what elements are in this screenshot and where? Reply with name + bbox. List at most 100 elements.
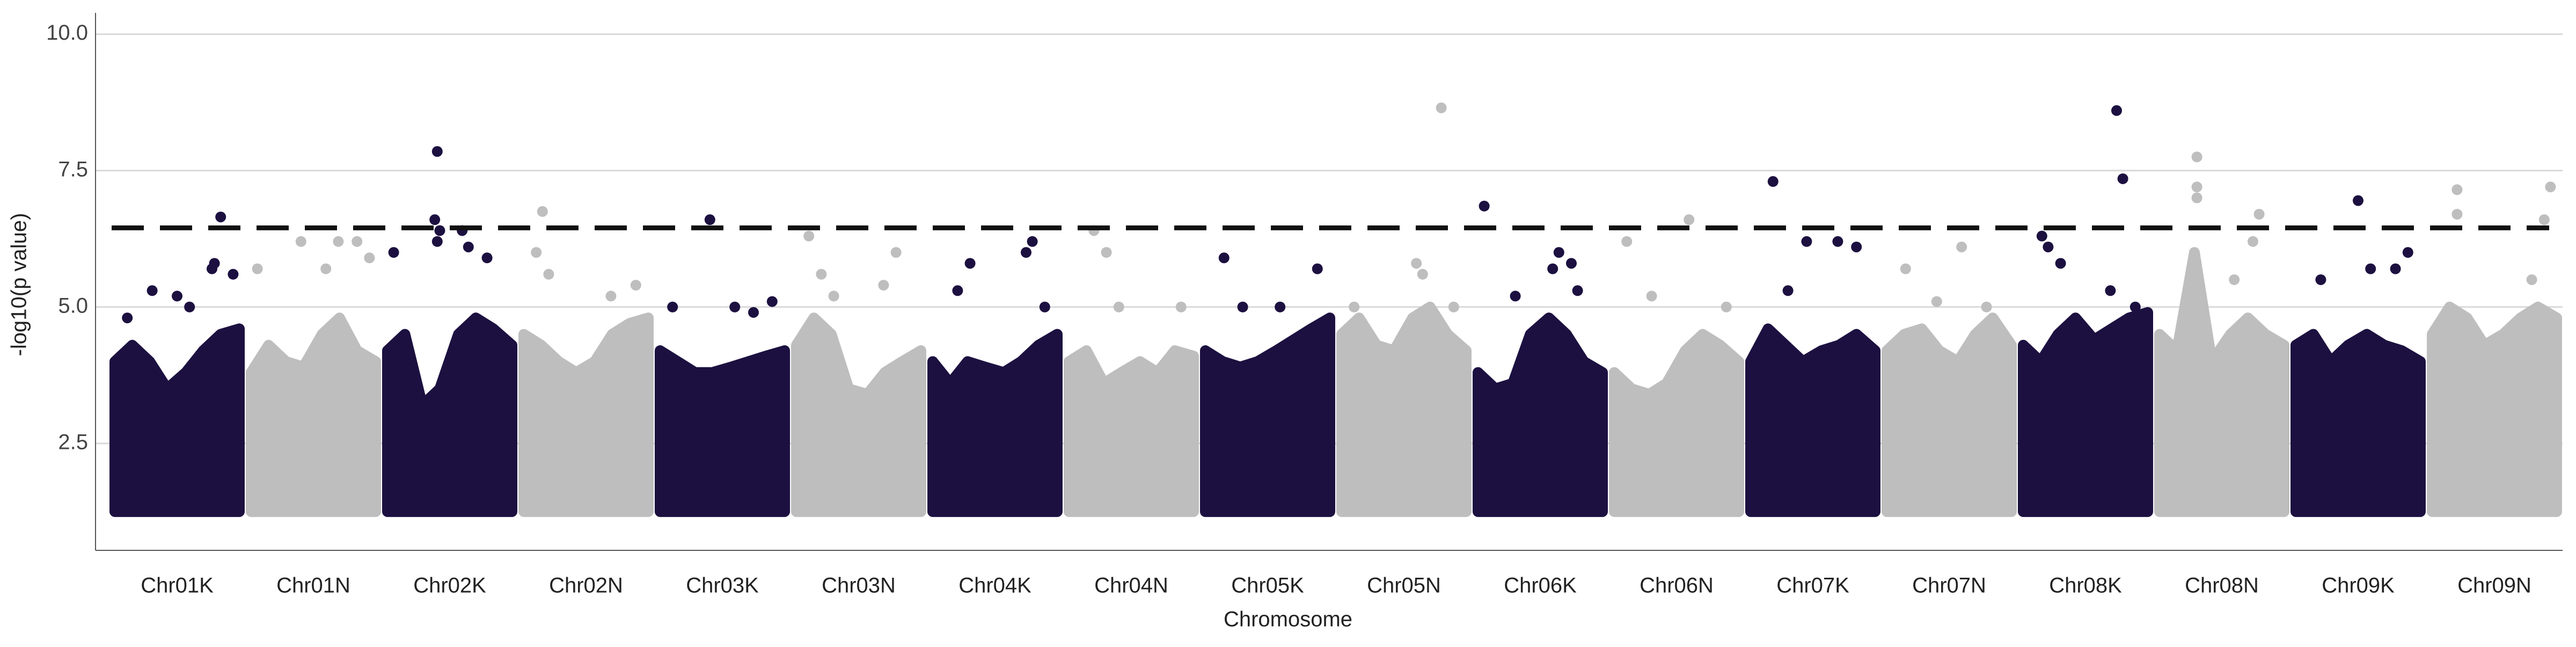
snp-point: [1411, 258, 1422, 269]
snp-point: [2111, 105, 2122, 116]
x-tick-label: Chr09N: [2457, 574, 2531, 598]
snp-point: [364, 252, 375, 264]
snp-point: [2315, 274, 2326, 285]
snp-point: [1801, 236, 1812, 247]
snp-point: [2036, 230, 2047, 242]
y-tick-label: 7.5: [58, 157, 88, 181]
snp-point: [1851, 241, 1862, 252]
snp-point: [704, 214, 715, 226]
snp-point: [184, 301, 195, 312]
snp-point: [952, 285, 963, 296]
x-tick-label: Chr09K: [2322, 574, 2395, 598]
bulk-area: [2427, 301, 2562, 517]
snp-point: [766, 296, 778, 307]
snp-point: [1981, 301, 1992, 312]
y-axis-label: -log10(p value): [8, 213, 31, 357]
snp-point: [434, 225, 445, 236]
snp-point: [481, 252, 493, 264]
snp-point: [2451, 208, 2463, 220]
x-tick-label: Chr02K: [413, 574, 486, 598]
snp-point: [431, 146, 443, 157]
bulk-area: [1745, 323, 1880, 517]
x-tick-label: Chr03K: [686, 574, 759, 598]
x-tick-label: Chr05N: [1367, 574, 1441, 598]
bulk-area: [655, 345, 790, 517]
snp-point: [320, 263, 332, 274]
snp-point: [1417, 268, 1428, 280]
snp-point: [2402, 247, 2413, 258]
snp-point: [2191, 151, 2202, 163]
snp-point: [2191, 192, 2202, 203]
x-tick-label: Chr03N: [822, 574, 896, 598]
snp-point: [1349, 301, 1360, 312]
snp-point: [2248, 236, 2258, 247]
x-tick-label: Chr04K: [958, 574, 1031, 598]
snp-point: [352, 236, 363, 247]
x-tick-label: Chr07N: [1912, 574, 1986, 598]
snp-point: [2229, 274, 2240, 285]
snp-point: [1039, 301, 1050, 312]
snp-point: [388, 247, 399, 258]
snp-point: [295, 236, 306, 247]
x-tick-label: Chr06K: [1504, 574, 1577, 598]
bulk-area: [791, 312, 926, 517]
snp-point: [1782, 285, 1794, 296]
snp-point: [748, 307, 759, 318]
bulk-area: [927, 329, 1063, 517]
snp-point: [1547, 263, 1558, 274]
bulk-area: [2154, 247, 2289, 517]
snp-point: [1479, 200, 1490, 212]
snp-point: [147, 285, 158, 296]
snp-point: [1931, 296, 1942, 307]
snp-point: [2253, 208, 2265, 220]
snp-point: [429, 214, 441, 226]
snp-point: [1448, 301, 1459, 312]
snp-point: [816, 268, 827, 280]
snp-point: [2451, 184, 2463, 195]
y-tick-label: 5.0: [58, 294, 88, 317]
snp-point: [2538, 214, 2550, 226]
snp-point: [2043, 241, 2054, 252]
y-tick-label: 10.0: [46, 21, 88, 45]
snp-point: [206, 263, 217, 274]
snp-point: [803, 230, 815, 242]
snp-point: [543, 268, 554, 280]
snp-point: [2055, 258, 2066, 269]
snp-point: [172, 290, 182, 302]
snp-point: [1621, 236, 1633, 247]
x-tick-label: Chr01N: [276, 574, 350, 598]
snp-point: [2545, 181, 2556, 193]
snp-point: [1312, 263, 1323, 274]
snp-point: [630, 280, 641, 291]
bulk-area: [1473, 312, 1608, 517]
snp-point: [2117, 173, 2128, 184]
x-tick-label: Chr01K: [141, 574, 214, 598]
bulk-area: [382, 312, 517, 517]
snp-point: [1510, 290, 1521, 302]
snp-point: [252, 263, 263, 274]
bulk-area: [246, 312, 381, 517]
bulk-area: [1609, 329, 1744, 517]
y-tick-label: 2.5: [58, 430, 88, 454]
snp-point: [1218, 252, 1230, 264]
snp-point: [1175, 301, 1187, 312]
snp-point: [431, 236, 443, 247]
x-tick-label: Chr06N: [1640, 574, 1714, 598]
snp-point: [1566, 258, 1577, 269]
snp-point: [1900, 263, 1911, 274]
snp-point: [1436, 102, 1447, 113]
x-tick-label: Chr05K: [1231, 574, 1304, 598]
snp-point: [828, 290, 839, 302]
snp-point: [2526, 274, 2537, 285]
snp-point: [122, 312, 133, 324]
snp-point: [531, 247, 542, 258]
x-tick-label: Chr08N: [2185, 574, 2259, 598]
snp-point: [215, 212, 226, 223]
snp-point: [1646, 290, 1657, 302]
snp-point: [2365, 263, 2376, 274]
snp-point: [2129, 301, 2141, 312]
snp-point: [1275, 301, 1286, 312]
bulk-area: [1200, 312, 1335, 517]
